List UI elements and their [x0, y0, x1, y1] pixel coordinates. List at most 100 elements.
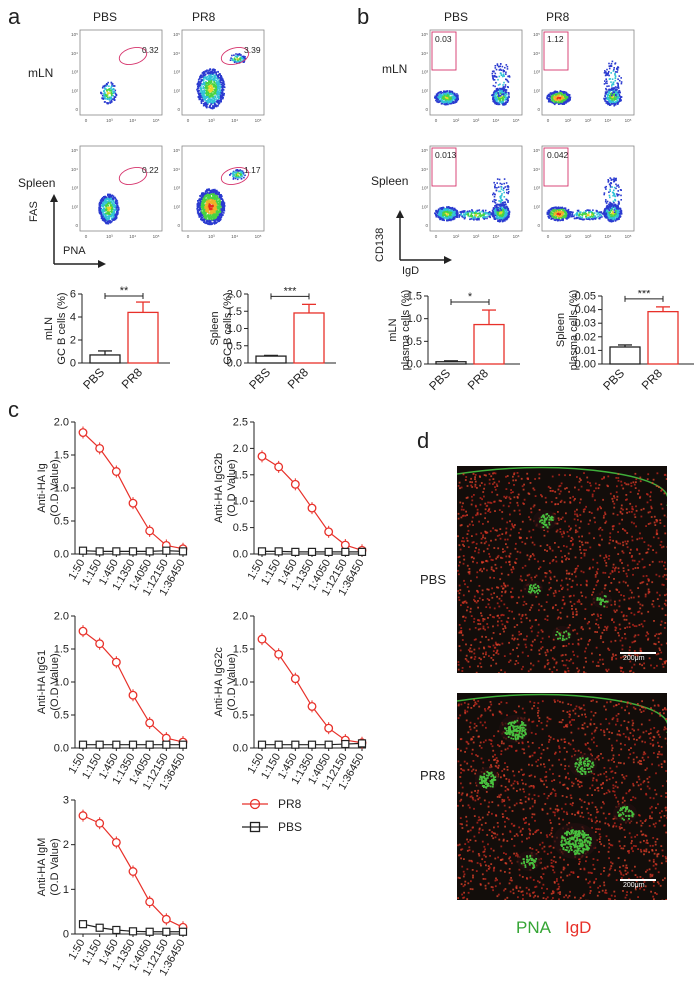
- flow-y-tick-label: 10⁵: [173, 148, 180, 153]
- flow-y-tick-label: 10²: [71, 88, 78, 93]
- y-axis-label-line: (O.D Value): [49, 838, 61, 895]
- y-tick-label: 0.0: [54, 743, 69, 755]
- flow-x-tick-label: 10⁴: [129, 234, 136, 239]
- y-axis-label: mLN plasma cells (%): [387, 290, 412, 370]
- flow-y-tick-label: 10³: [173, 70, 180, 75]
- data-point: [145, 927, 154, 936]
- legend-item-pbs: PBS: [278, 820, 303, 834]
- flow-y-tick-label: 10⁵: [533, 32, 540, 37]
- scale-bar: [620, 652, 656, 654]
- scale-bar-label: 200μm: [623, 882, 645, 889]
- flow-x-tick-label: 10⁴: [605, 118, 612, 123]
- panel-letter-d: d: [417, 428, 430, 453]
- y-axis-label: Anti-HA IgG1 (O.D Value): [36, 650, 61, 714]
- y-axis-label-line: Spleen: [209, 311, 221, 345]
- y-tick-label: 0.0: [233, 743, 248, 755]
- y-tick-label: 1: [63, 884, 69, 896]
- flow-y-tick-label: 10²: [421, 204, 428, 209]
- flow-y-tick-label: 10⁴: [533, 51, 540, 56]
- x-tick-label: PR8: [119, 365, 146, 392]
- data-point: [257, 451, 267, 461]
- data-point: [145, 547, 154, 556]
- data-point: [357, 547, 367, 556]
- data-point: [307, 547, 317, 556]
- bar: [127, 311, 159, 364]
- y-tick-label: 1.5: [407, 291, 422, 303]
- y-axis-label-line: Spleen: [555, 313, 567, 347]
- flow-x-tick-label: 10⁵: [255, 234, 262, 239]
- legend-markers: [242, 798, 268, 833]
- data-point: [128, 927, 138, 936]
- flow-plots-b: 0.03 10⁵ 10⁴ 10³ 10² 0 0 10² 10³ 10⁴ 10⁵ 1.12 10⁵ 10⁴…: [421, 29, 635, 239]
- y-axis-label: mLN GC B cells (%): [43, 292, 68, 364]
- data-point: [162, 546, 171, 555]
- bar: [435, 361, 467, 365]
- micrograph-pr8-image: [457, 693, 667, 900]
- flow-x-tick-label: 0: [85, 234, 88, 239]
- flow-x-tick-label: 0: [435, 234, 438, 239]
- significance-label: **: [120, 285, 129, 297]
- flow-gate-value: 1.17: [244, 165, 261, 175]
- bar: [293, 312, 325, 364]
- y-axis-label: Anti-HA IgG2c (O.D Value): [213, 647, 238, 717]
- y-tick-label: 0: [70, 358, 76, 370]
- y-tick-label: 1.0: [227, 323, 242, 335]
- y-axis-label-line: Anti-HA IgG2c: [213, 647, 225, 717]
- y-tick-label: 1.0: [54, 677, 69, 689]
- scale-bar-label: 200μm: [623, 655, 645, 662]
- y-tick-label: 0.5: [407, 336, 422, 348]
- flow-y-tick-label: 10⁵: [71, 148, 78, 153]
- data-point: [128, 690, 138, 700]
- flow-gate-value: 0.013: [435, 150, 457, 160]
- legend-pbs-marker: [249, 821, 261, 833]
- y-tick-label: 0: [63, 929, 69, 941]
- data-point: [95, 923, 104, 932]
- data-point: [145, 718, 155, 728]
- data-point: [274, 547, 283, 556]
- flow-a-row-label: mLN: [28, 66, 54, 80]
- data-point: [274, 462, 284, 472]
- x-tick-label: PBS: [426, 366, 453, 393]
- flow-x-tick-label: 10³: [473, 118, 480, 123]
- flow-plot-frame: [79, 29, 163, 116]
- data-point: [178, 547, 188, 556]
- follicle-center: [613, 803, 637, 823]
- flow-b-y-axis-label: CD138: [374, 227, 386, 262]
- flow-x-tick-label: 10²: [565, 118, 572, 123]
- flow-a-y-axis-label: FAS: [28, 201, 40, 222]
- flow-x-tick-label: 10⁵: [513, 118, 520, 123]
- y-axis-label: Anti-HA IgM (O.D Value): [36, 838, 61, 897]
- flow-panel-b: PBS PR8 mLN Spleen 0.03 10⁵ 10⁴ 10³ 10² 0 0 10²…: [350, 0, 700, 280]
- flow-x-tick-label: 10³: [106, 234, 113, 239]
- data-point: [95, 639, 105, 649]
- flow-x-tick-label: 10⁴: [493, 234, 500, 239]
- flow-x-tick-label: 0: [435, 118, 438, 123]
- flow-y-tick-label: 10⁴: [71, 51, 78, 56]
- micrograph-pbs-image: [457, 466, 667, 673]
- flow-y-tick-label: 10³: [71, 186, 78, 191]
- flow-a-col-label: PR8: [192, 10, 216, 24]
- flow-x-tick-label: 10⁴: [231, 118, 238, 123]
- y-axis-label-line: Anti-HA IgG2b: [213, 453, 225, 523]
- flow-y-tick-label: 10³: [533, 70, 540, 75]
- flow-y-tick-label: 10⁵: [173, 32, 180, 37]
- y-tick-label: 0.5: [54, 516, 69, 528]
- data-point: [111, 657, 121, 667]
- y-axis-label-line: Anti-HA IgG1: [36, 650, 48, 714]
- data-point: [357, 739, 367, 748]
- flow-plot: 0.03 10⁵ 10⁴ 10³ 10² 0 0 10² 10³ 10⁴ 10⁵: [421, 29, 523, 123]
- y-axis-label-line: GC B cells (%): [222, 292, 234, 364]
- capsule-edge: [457, 693, 667, 733]
- flow-gate: [220, 47, 250, 65]
- flow-y-tick-label: 10²: [533, 204, 540, 209]
- data-point: [307, 701, 317, 711]
- flow-x-tick-label: 10⁴: [129, 118, 136, 123]
- x-tick-label: PR8: [285, 365, 312, 392]
- data-point: [112, 925, 121, 935]
- y-tick-label: 2.0: [54, 611, 69, 623]
- data-point: [162, 927, 171, 936]
- flow-y-tick-label: 10²: [173, 88, 180, 93]
